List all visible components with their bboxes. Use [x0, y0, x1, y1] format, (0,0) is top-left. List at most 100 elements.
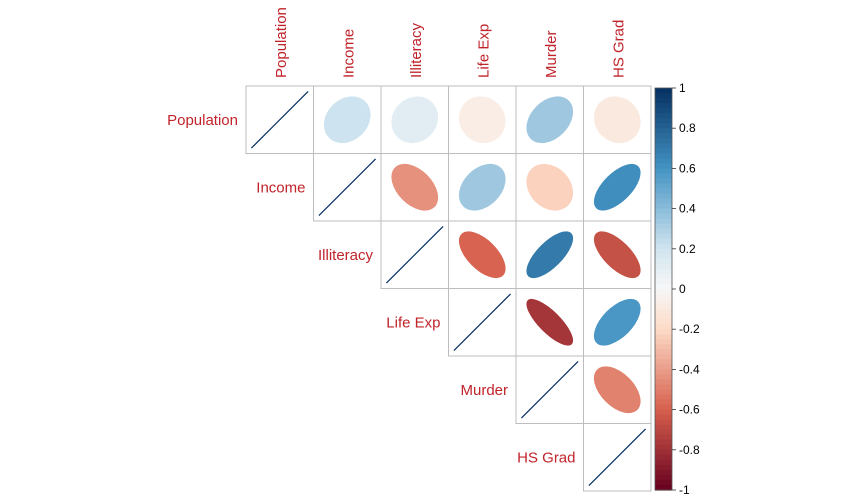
colorbar-segment: [655, 153, 672, 159]
cell-hs-grad-hs-grad: [583, 423, 652, 492]
ellipse-life-exp-hs-grad: [593, 298, 641, 346]
colorbar-segment: [655, 454, 672, 461]
col-label-population: Population: [273, 7, 290, 78]
colorbar-segment: [655, 314, 672, 320]
colorbar-segment: [655, 243, 672, 250]
colorbar-segment: [655, 168, 672, 175]
colorbar-segment: [655, 213, 672, 220]
colorbar-segment: [655, 163, 672, 169]
colorbar-segment: [655, 389, 672, 396]
colorbar-segment: [655, 223, 672, 230]
colorbar-segment: [655, 299, 672, 305]
colorbar-segment: [655, 193, 672, 200]
colorbar-segment: [655, 253, 672, 260]
colorbar-segment: [655, 289, 672, 295]
colorbar-segment: [655, 283, 672, 290]
colorbar-segment: [655, 449, 672, 456]
colorbar: 1 0.8 0.6 0.4 0.2 0 -0.2 -0.4 -0.6 -0.8 -1: [654, 81, 700, 497]
colorbar-segment: [655, 123, 672, 129]
colorbar-segment: [655, 198, 672, 205]
row-label-murder: Murder: [460, 382, 508, 399]
colorbar-segment: [655, 113, 672, 119]
colorbar-segment: [655, 484, 672, 491]
ellipse-population-murder: [526, 96, 574, 144]
colorbar-segment: [655, 103, 672, 109]
colorbar-segment: [655, 143, 672, 149]
colorbar-segment: [655, 404, 672, 411]
colorbar-segment: [655, 248, 672, 255]
colorbar-segment: [655, 263, 672, 270]
colorbar-segment: [655, 434, 672, 441]
colorbar-segment: [655, 93, 672, 99]
colorbar-tick-label: -0.6: [679, 403, 700, 417]
colorbar-segment: [655, 339, 672, 345]
colorbar-segment: [655, 133, 672, 139]
ellipse-murder-hs-grad: [593, 366, 641, 414]
colorbar-segment: [655, 459, 672, 466]
colorbar-segment: [655, 354, 672, 360]
ellipse-income-life-exp: [458, 163, 506, 211]
ellipse-population-income: [323, 96, 371, 144]
colorbar-tick-label: 0.2: [679, 242, 696, 256]
colorbar-segment: [655, 228, 672, 235]
diag-illiteracy: [385, 225, 444, 284]
colorbar-segment: [655, 329, 672, 335]
colorbar-segment: [655, 414, 672, 421]
colorbar-segment: [655, 178, 672, 185]
diag-hs-grad: [588, 428, 647, 487]
colorbar-segment: [655, 384, 672, 391]
colorbar-tick-label: 0.8: [679, 121, 696, 135]
colorbar-tick-label: -0.4: [679, 362, 700, 376]
colorbar-segment: [655, 344, 672, 350]
colorbar-segment: [655, 108, 672, 114]
colorbar-segment: [655, 359, 672, 365]
colorbar-segment: [655, 309, 672, 315]
row-label-illiteracy: Illiteracy: [318, 247, 374, 264]
colorbar-segment: [655, 394, 672, 401]
colorbar-segment: [655, 173, 672, 180]
ellipse-income-hs-grad: [593, 163, 641, 211]
colorbar-tick-label: -0.2: [679, 322, 700, 336]
colorbar-segment: [655, 188, 672, 195]
colorbar-segment: [655, 334, 672, 340]
col-label-illiteracy: Illiteracy: [408, 22, 425, 78]
colorbar-segment: [655, 409, 672, 416]
colorbar-segment: [655, 218, 672, 225]
ellipse-population-illiteracy: [391, 96, 439, 144]
ellipse-life-exp-murder: [526, 298, 574, 346]
colorbar-segment: [655, 429, 672, 436]
colorbar-segment: [655, 304, 672, 310]
ellipse-population-life-exp: [458, 96, 506, 144]
row-label-life-exp: Life Exp: [386, 314, 440, 331]
colorbar-tick-label: -1: [679, 483, 690, 497]
colorbar-segment: [655, 138, 672, 144]
colorbar-segment: [655, 474, 672, 481]
colorbar-segment: [655, 369, 672, 376]
colorbar-segment: [655, 364, 672, 370]
colorbar-segment: [655, 419, 672, 426]
row-label-hs-grad: HS Grad: [517, 449, 575, 466]
colorbar-segment: [655, 399, 672, 406]
colorbar-segment: [655, 479, 672, 486]
colorbar-segment: [655, 374, 672, 381]
diag-income: [318, 158, 377, 217]
colorbar-segment: [655, 258, 672, 265]
diag-life-exp: [453, 293, 512, 352]
colorbar-segment: [655, 379, 672, 386]
colorbar-segment: [655, 278, 672, 285]
row-label-income: Income: [256, 179, 305, 196]
colorbar-tick-label: 0.4: [679, 202, 696, 216]
col-label-life-exp: Life Exp: [475, 24, 492, 78]
colorbar-segment: [655, 439, 672, 446]
col-label-murder: Murder: [543, 30, 560, 78]
ellipse-population-hs-grad: [593, 96, 641, 144]
colorbar-segment: [655, 208, 672, 215]
colorbar-segment: [655, 319, 672, 325]
colorbar-segment: [655, 349, 672, 355]
colorbar-segment: [655, 158, 672, 164]
colorbar-segment: [655, 183, 672, 190]
colorbar-segment: [655, 88, 672, 94]
col-label-income: Income: [340, 29, 357, 78]
colorbar-segment: [655, 148, 672, 154]
